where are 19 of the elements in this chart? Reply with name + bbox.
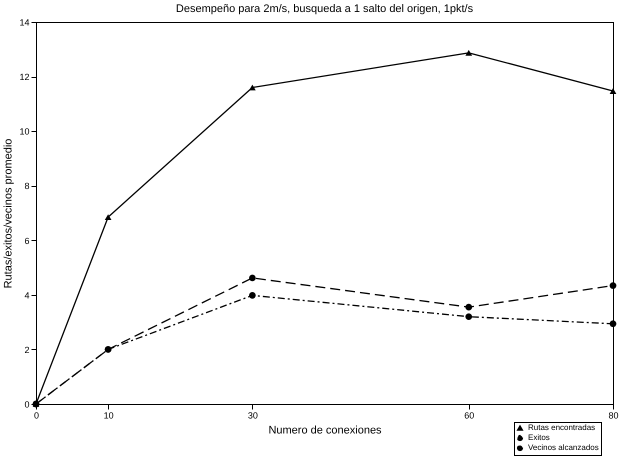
x-tick-label: 30 — [248, 410, 258, 420]
x-axis-title: Numero de conexiones — [268, 424, 382, 436]
x-tick-label: 10 — [104, 410, 114, 420]
y-tick-label: 2 — [24, 344, 30, 355]
x-tick-label: 0 — [34, 410, 40, 420]
y-axis-title: Rutas/exitos/vecinos promedio — [2, 138, 14, 288]
y-tick-label: 0 — [24, 400, 30, 410]
legend-label: Rutas encontradas — [528, 423, 596, 432]
x-tick-label: 80 — [608, 410, 619, 420]
legend-label: Exitos — [528, 433, 550, 442]
y-tick-label: 12 — [19, 72, 30, 82]
legend-label: Vecinos alcanzados — [528, 443, 599, 452]
y-tick-label: 8 — [24, 181, 30, 192]
y-tick-label: 6 — [24, 236, 30, 246]
chart-title: Desempeño para 2m/s, busqueda a 1 salto del origen, 1pkt/s — [176, 3, 474, 15]
y-tick-label: 10 — [19, 126, 30, 137]
y-tick-label: 14 — [19, 18, 30, 28]
y-tick-label: 4 — [24, 290, 30, 300]
x-tick-label: 60 — [464, 410, 474, 420]
